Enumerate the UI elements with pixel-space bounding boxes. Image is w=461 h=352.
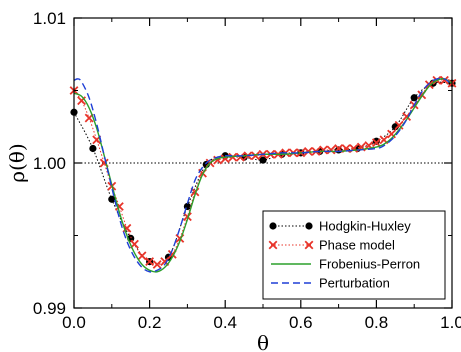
data-point (122, 223, 132, 233)
data-point (303, 146, 313, 156)
data-point (235, 152, 245, 162)
series-line (73, 77, 453, 273)
x-tick-label: 0.8 (365, 313, 389, 332)
legend-item-phase-model: Phase model (268, 238, 395, 253)
legend-label: Phase model (319, 238, 395, 253)
legend-marker (304, 240, 314, 250)
data-point (372, 137, 380, 145)
cross-stroke (440, 75, 449, 85)
legend-label: Perturbation (319, 276, 390, 291)
cross-stroke (99, 158, 109, 168)
cross-stroke (379, 135, 389, 145)
cross-stroke (160, 257, 170, 267)
legend-item-perturbation: Perturbation (271, 276, 390, 291)
cross-stroke (122, 223, 132, 233)
data-point (440, 75, 449, 85)
legend-marker (268, 240, 278, 250)
x-tick-label: 1.0 (440, 313, 461, 332)
data-point (251, 151, 260, 161)
cross-stroke (235, 152, 245, 162)
data-point (394, 120, 404, 130)
cross-stroke (371, 138, 381, 148)
cross-stroke (303, 146, 313, 156)
y-tick-label: 1.00 (33, 154, 66, 173)
x-tick-label: 0.4 (213, 313, 237, 332)
cross-stroke (114, 202, 124, 211)
data-point (77, 96, 86, 106)
cross-stroke (424, 80, 434, 90)
data-point (410, 94, 418, 102)
y-axis-label: ρ(θ) (5, 143, 29, 182)
data-point (319, 145, 328, 155)
legend-label: Frobenius-Perron (319, 257, 420, 272)
legend: Hodgkin-Huxley Phase model Frobenius-Perro… (262, 210, 446, 300)
data-point (326, 145, 336, 155)
data-point (89, 144, 97, 153)
x-tick-label: 0.2 (138, 313, 162, 332)
data-point (137, 251, 147, 261)
cross-stroke (387, 129, 396, 139)
cross-stroke (319, 145, 328, 155)
legend-marker (305, 222, 313, 230)
cross-stroke (304, 240, 314, 250)
cross-stroke (268, 240, 278, 250)
cross-stroke (326, 145, 336, 155)
legend-item-hodgkin-huxley: Hodgkin-Huxley (269, 219, 411, 234)
cross-stroke (145, 257, 155, 267)
x-tick-label: 0.0 (62, 313, 86, 332)
data-point (108, 195, 116, 203)
legend-marker (269, 222, 277, 230)
data-point (371, 138, 381, 148)
y-tick-label: 1.01 (33, 9, 66, 28)
cross-stroke (152, 260, 162, 269)
cross-stroke (182, 212, 192, 222)
y-tick-label: 0.99 (33, 299, 66, 318)
data-point (145, 257, 155, 267)
cross-stroke (137, 251, 147, 261)
legend-label: Hodgkin-Huxley (319, 219, 411, 234)
x-axis-label: θ (257, 331, 269, 352)
data-point (387, 129, 396, 139)
cross-stroke (251, 151, 260, 161)
data-point (152, 260, 162, 269)
x-tick-label: 0.6 (289, 313, 313, 332)
legend-item-frobenius-perron: Frobenius-Perron (271, 257, 420, 272)
axes: 0.0 0.2 0.4 0.6 0.8 1.0 0.99 1.00 1.01 (33, 9, 461, 332)
cross-stroke (394, 120, 404, 130)
data-point (424, 80, 434, 90)
series-perturbation (73, 77, 453, 273)
data-point (259, 156, 267, 164)
